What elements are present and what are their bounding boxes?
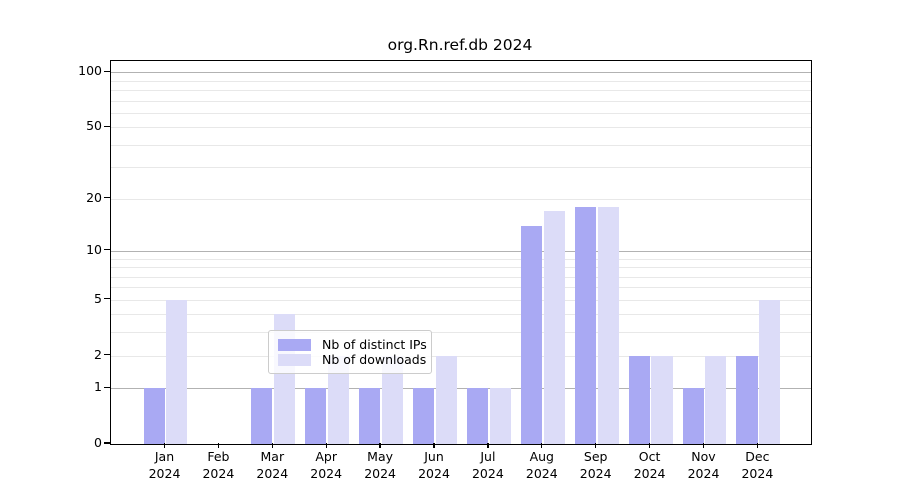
plot-area (110, 60, 812, 445)
legend-swatch-downloads (278, 354, 311, 366)
gridline-minor (111, 258, 811, 260)
gridline-minor (111, 100, 811, 102)
y-tick-label: 10 (86, 241, 102, 257)
legend-swatch-distinct-ips (278, 339, 311, 351)
legend-label-distinct-ips: Nb of distinct IPs (322, 337, 427, 352)
y-tick-label: 50 (86, 118, 102, 134)
bar-distinct-ips-jun (413, 388, 435, 444)
x-tick-label: Jul 2024 (471, 449, 504, 481)
bar-downloads-oct (651, 355, 673, 444)
bar-downloads-apr (328, 355, 350, 444)
y-tick-mark (104, 197, 110, 199)
bar-distinct-ips-may (359, 388, 381, 444)
gridline-minor (111, 314, 811, 316)
x-tick-mark (702, 443, 705, 448)
y-tick-label: 0 (94, 435, 102, 450)
x-tick-mark (217, 443, 220, 448)
legend-label-downloads: Nb of downloads (322, 352, 427, 367)
bar-distinct-ips-jan (143, 388, 165, 444)
gridline-minor (111, 267, 811, 268)
x-tick-mark (433, 443, 435, 448)
gridline-minor (111, 167, 811, 169)
legend-item-downloads: Nb of downloads (278, 353, 426, 367)
y-tick-mark (104, 442, 110, 444)
bar-downloads-may (381, 355, 404, 444)
bar-downloads-sep (597, 206, 619, 444)
gridline-minor (111, 299, 811, 301)
legend-item-distinct-ips: Nb of distinct IPs (278, 338, 427, 352)
gridline-minor (111, 90, 811, 91)
x-tick-mark (271, 443, 273, 448)
bar-distinct-ips-aug (520, 225, 542, 444)
bar-distinct-ips-oct (628, 355, 650, 444)
bar-downloads-jun (435, 355, 457, 444)
gridline-minor (111, 355, 811, 357)
x-tick-mark (595, 443, 597, 448)
x-tick-mark (648, 443, 651, 448)
y-tick-mark (104, 298, 110, 300)
x-tick-label: Jun 2024 (418, 449, 450, 481)
bar-downloads-nov (705, 355, 727, 444)
bar-distinct-ips-sep (574, 206, 596, 444)
bar-distinct-ips-dec (736, 355, 758, 444)
legend: Nb of distinct IPs Nb of downloads (268, 330, 432, 374)
y-tick-label: 5 (94, 290, 102, 306)
bar-downloads-dec (759, 299, 781, 444)
gridline-minor (111, 198, 811, 200)
x-tick-label: Apr 2024 (310, 449, 343, 481)
bar-downloads-aug (543, 211, 565, 444)
y-tick-mark (104, 70, 110, 72)
bar-downloads-jan (166, 299, 188, 444)
y-tick-label: 1 (94, 379, 102, 395)
gridline-minor (111, 276, 811, 278)
gridline-major (111, 388, 811, 390)
gridline-major (111, 72, 811, 74)
x-tick-mark (379, 443, 381, 448)
gridline-minor (111, 127, 811, 129)
y-tick-mark (104, 353, 110, 356)
x-tick-label: Oct 2024 (633, 449, 666, 481)
bar-distinct-ips-jul (466, 388, 489, 444)
x-tick-label: Jan 2024 (148, 449, 181, 481)
x-tick-label: May 2024 (364, 449, 396, 481)
gridline-minor (111, 80, 811, 82)
y-tick-mark (104, 125, 110, 127)
y-tick-label: 20 (86, 189, 102, 205)
gridline-minor (111, 112, 811, 114)
bar-distinct-ips-nov (682, 388, 704, 444)
x-tick-label: Feb 2024 (202, 449, 235, 481)
gridline-minor (111, 144, 811, 146)
x-tick-mark (487, 443, 489, 448)
y-tick-mark (104, 249, 110, 251)
x-tick-label: Dec 2024 (741, 449, 774, 481)
x-tick-mark (541, 443, 543, 448)
gridline-major (111, 250, 811, 252)
bar-distinct-ips-mar (251, 388, 273, 444)
chart-title: org.Rn.ref.db 2024 (387, 36, 533, 54)
x-tick-label: Sep 2024 (579, 449, 612, 481)
x-tick-label: Mar 2024 (256, 449, 289, 481)
x-tick-mark (163, 443, 166, 448)
x-tick-mark (756, 443, 759, 448)
x-tick-label: Aug 2024 (525, 449, 558, 481)
gridline-minor (111, 287, 811, 289)
y-tick-label: 100 (78, 63, 102, 79)
y-tick-label: 2 (94, 346, 102, 362)
y-tick-mark (104, 386, 110, 388)
x-tick-label: Nov 2024 (687, 449, 720, 481)
bar-downloads-jul (489, 388, 511, 444)
gridline-minor (111, 332, 811, 334)
x-tick-mark (325, 443, 327, 448)
bar-distinct-ips-apr (305, 388, 327, 444)
